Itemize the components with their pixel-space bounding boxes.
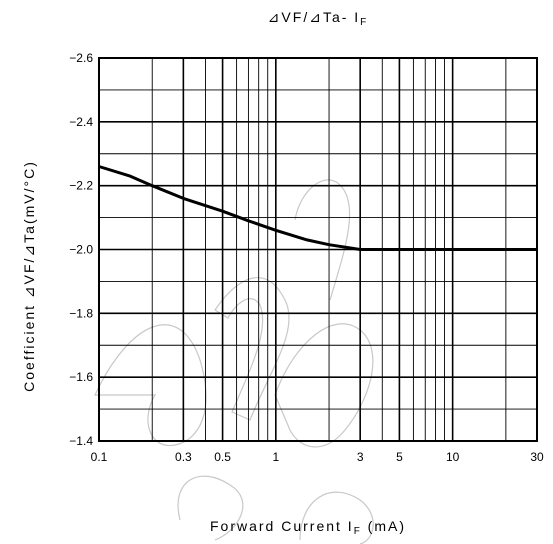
x-tick-label: 3 bbox=[357, 450, 364, 464]
y-tick-label: −1.4 bbox=[69, 434, 93, 448]
x-tick-label: 0.3 bbox=[175, 450, 192, 464]
x-tick-label: 0.1 bbox=[91, 450, 108, 464]
y-tick-label: −1.8 bbox=[69, 306, 93, 320]
y-tick-label: −2.4 bbox=[69, 115, 93, 129]
x-axis-label: Forward Current IF (mA) bbox=[210, 518, 406, 537]
series-line bbox=[98, 165, 537, 251]
x-tick-label: 0.5 bbox=[214, 450, 231, 464]
chart-title: ⊿VF/⊿Ta- IF bbox=[268, 9, 369, 28]
y-axis-ticks: −2.6 −2.4 −2.2 −2.0 −1.8 −1.6 −1.4 bbox=[69, 51, 93, 448]
x-tick-label: 10 bbox=[446, 450, 460, 464]
x-axis-ticks: 0.1 0.3 0.5 1 3 5 10 30 bbox=[91, 450, 544, 464]
y-tick-label: −2.0 bbox=[69, 243, 93, 257]
watermark bbox=[94, 179, 374, 544]
x-tick-label: 30 bbox=[530, 450, 544, 464]
y-tick-label: −2.2 bbox=[69, 179, 93, 193]
x-tick-label: 1 bbox=[272, 450, 279, 464]
y-tick-label: −1.6 bbox=[69, 370, 93, 384]
x-tick-label: 5 bbox=[396, 450, 403, 464]
y-tick-label: −2.6 bbox=[69, 51, 93, 65]
y-axis-label: Coefficient ⊿VF/⊿Ta(mV/°C) bbox=[21, 160, 37, 392]
